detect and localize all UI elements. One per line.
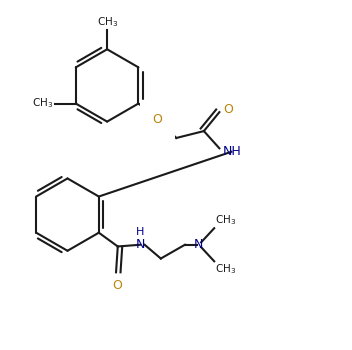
Text: CH$_3$: CH$_3$: [215, 262, 237, 276]
Text: CH$_3$: CH$_3$: [96, 15, 118, 29]
Text: O: O: [113, 279, 122, 292]
Text: NH: NH: [223, 145, 241, 158]
Text: N: N: [136, 238, 145, 251]
Text: O: O: [152, 113, 162, 126]
Text: O: O: [223, 103, 233, 116]
Text: CH$_3$: CH$_3$: [215, 214, 237, 227]
Text: H: H: [136, 227, 144, 237]
Text: N: N: [194, 238, 203, 251]
Text: CH$_3$: CH$_3$: [32, 97, 54, 111]
